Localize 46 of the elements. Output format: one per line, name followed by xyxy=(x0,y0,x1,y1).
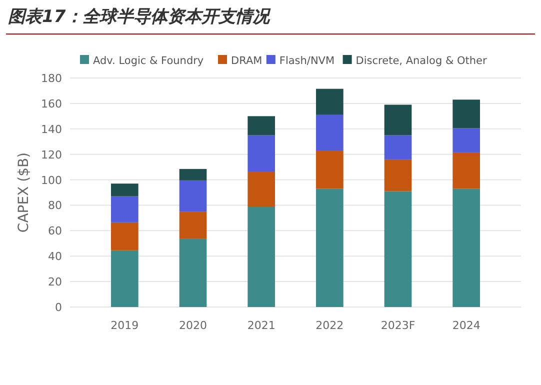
y-tick-label: 20 xyxy=(48,276,62,289)
bar xyxy=(248,206,275,307)
bar xyxy=(179,238,207,307)
y-tick-label: 100 xyxy=(41,174,62,187)
bar xyxy=(452,128,480,152)
y-tick-label: 180 xyxy=(41,72,62,85)
bar xyxy=(316,150,344,189)
bar xyxy=(452,152,480,189)
bar xyxy=(316,114,344,151)
x-tick-label: 2023F xyxy=(380,319,416,332)
bar xyxy=(179,168,207,180)
legend-label: DRAM xyxy=(231,55,262,67)
bar xyxy=(179,212,207,239)
x-tick-label: 2019 xyxy=(110,319,139,332)
legend-label: Adv. Logic & Foundry xyxy=(93,55,204,67)
legend-label: Discrete, Analog & Other xyxy=(356,55,488,67)
y-tick-label: 60 xyxy=(48,224,62,238)
chart-title: 图表17：全球半导体资本开支情况 xyxy=(8,7,272,27)
bar xyxy=(248,135,275,172)
bar xyxy=(111,196,138,222)
y-tick-label: 160 xyxy=(41,97,62,110)
x-tick-label: 2021 xyxy=(247,319,276,332)
bar xyxy=(179,180,207,212)
y-tick-label: 40 xyxy=(48,250,62,264)
bar xyxy=(384,159,412,192)
bar xyxy=(316,188,344,307)
bar xyxy=(248,116,275,136)
bar xyxy=(452,100,480,128)
x-tick-label: 2022 xyxy=(316,319,344,332)
bar xyxy=(316,88,344,115)
y-axis-title: CAPEX ($B) xyxy=(16,152,32,233)
bar xyxy=(384,191,412,307)
x-tick-label: 2024 xyxy=(452,319,480,332)
bar xyxy=(111,184,138,196)
y-tick-label: 140 xyxy=(41,122,62,136)
bar xyxy=(384,104,412,136)
x-tick-label: 2020 xyxy=(179,319,207,332)
bar xyxy=(248,172,275,206)
y-tick-label: 120 xyxy=(41,148,62,162)
legend-label: Flash/NVM xyxy=(279,55,335,67)
bar xyxy=(111,222,138,250)
y-tick-label: 0 xyxy=(55,301,62,314)
bar xyxy=(452,188,480,307)
bar xyxy=(111,250,138,307)
bar xyxy=(384,135,412,160)
y-tick-label: 80 xyxy=(48,199,62,212)
